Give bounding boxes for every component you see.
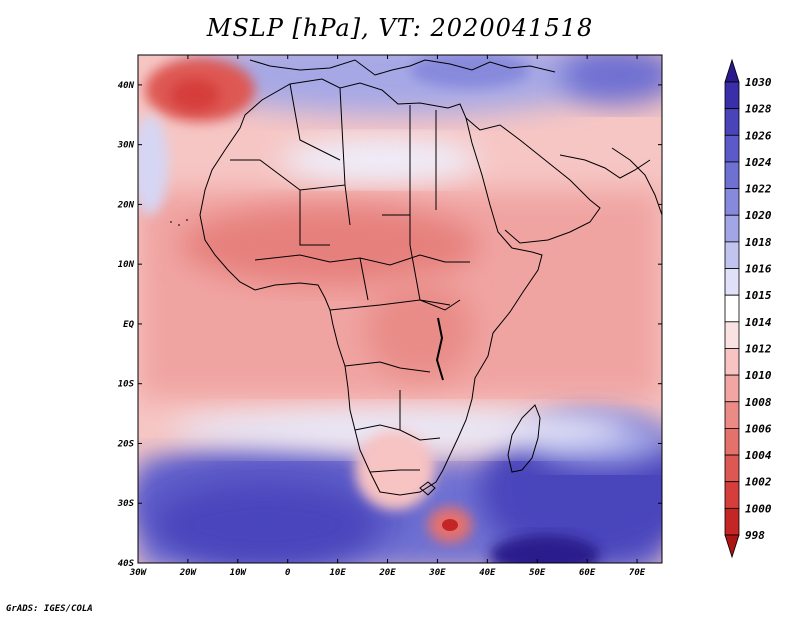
map-title: MSLP [hPa], VT: 2020041518 [206,14,594,42]
lat-label: 10S [118,380,135,390]
colorbar-label: 1020 [745,209,772,222]
colorbar-label: 1018 [745,236,772,249]
great-lakes [435,317,444,381]
lat-label: 40S [118,559,135,569]
latitude-axis: 40N 30N 20N 10N EQ 10S 20S 30S 40S [117,81,662,569]
colorbar: 1030 1028 1026 1024 1022 1020 1018 1016 1015 1014… [724,58,772,559]
europe-coast [249,59,556,76]
borders-central [254,244,470,311]
lon-label: 20E [378,568,396,578]
colorbar-label: 1004 [745,449,772,462]
india [611,147,662,216]
colorbar-label: 1028 [745,103,772,116]
colorbar-label: 998 [745,529,765,542]
colorbar-label: 1002 [745,476,772,489]
mslp-field [138,55,662,563]
colorbar-bin [724,507,740,536]
lon-label: 30E [428,568,446,578]
coastlines [170,59,662,496]
lon-label: 0 [285,568,291,578]
lat-label: 10N [118,260,135,270]
africa-coastline [199,78,543,496]
colorbar-min-arrow [724,534,740,559]
colorbar-bin [724,294,740,323]
colorbar-bin [724,268,740,296]
lat-label: 40N [118,81,135,91]
colorbar-bin [724,428,740,456]
lat-label: EQ [123,320,134,330]
colorbar-bin [724,81,740,110]
lon-label: 30W [129,568,148,578]
borders-south [344,361,441,473]
colorbar-label: 1010 [745,369,772,382]
longitude-axis: 30W 20W 10W 0 10E 20E 30E 40E 50E 60E 70E [129,55,646,578]
colorbar-bin [724,481,740,509]
lat-label: 30N [117,141,135,151]
lon-label: 50E [529,568,546,578]
lon-label: 10E [329,568,346,578]
colorbar-label: 1030 [745,76,772,89]
colorbar-bin [724,401,740,429]
colorbar-bin [724,454,740,483]
colorbar-bin [724,161,740,189]
colorbar-label: 1024 [745,156,772,169]
colorbar-label: 1000 [745,502,772,515]
lon-label: 20W [179,568,198,578]
plot-frame [137,54,663,564]
colorbar-max-arrow [724,58,740,83]
lat-label: 20S [117,439,135,449]
lon-label: 10W [230,568,248,578]
colorbar-bin [724,374,740,403]
colorbar-bin [724,348,740,376]
lon-label: 60E [579,568,596,578]
borders-north [230,83,437,246]
persian-gulf [559,154,651,179]
lon-label: 70E [629,568,646,578]
colorbar-bin [724,108,740,136]
colorbar-bin [724,321,740,349]
lat-label: 20N [117,200,135,210]
colorbar-label: 1008 [745,396,772,409]
madagascar [507,404,541,473]
lon-label: 40E [479,568,496,578]
colorbar-label: 1026 [745,129,772,142]
colorbar-label: 1016 [745,263,772,276]
colorbar-label: 1022 [745,183,772,196]
colorbar-bin [724,241,740,269]
colorbar-label: 1015 [745,289,772,302]
canary-islands [170,219,188,226]
colorbar-bin [724,214,740,243]
arabia-coast [465,117,601,244]
colorbar-label: 1006 [745,422,772,435]
grads-credit: GrADS: IGES/COLA [6,604,93,614]
lesotho [419,481,436,496]
lat-label: 30S [117,499,135,509]
colorbar-label: 1012 [745,342,772,355]
colorbar-label: 1014 [745,316,772,329]
colorbar-bin [724,188,740,216]
colorbar-bin [724,134,740,163]
